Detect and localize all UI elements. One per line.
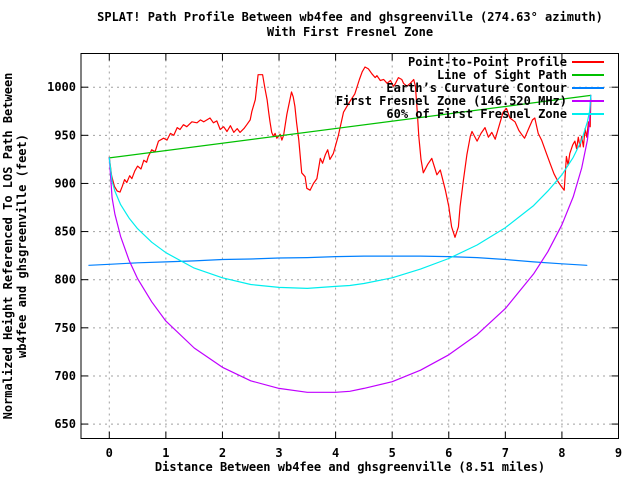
series-first-fresnel-zone [108,94,592,393]
y-tick-label: 700 [54,369,76,383]
x-tick-label: 4 [332,446,339,460]
y-axis-label-line2: wb4fee and ghsgreenville (feet) [15,134,29,358]
x-axis-label: Distance Between wb4fee and ghsgreenvill… [155,460,545,474]
legend-label-earths-curvature-contour: Earth’s Curvature Contour [386,81,567,95]
series-line-of-sight-path [108,94,592,159]
x-tick-label: 9 [615,446,622,460]
legend-label-point-to-point-profile: Point-to-Point Profile [408,55,567,69]
x-tick-label: 5 [389,446,396,460]
y-tick-label: 650 [54,417,76,431]
y-tick-label: 800 [54,273,76,287]
x-tick-label: 6 [445,446,452,460]
series-earths-curvature-contour [88,255,588,266]
plot-border [80,53,619,439]
x-tick-label: 0 [106,446,113,460]
y-tick-label: 900 [54,176,76,190]
y-tick-label: 750 [54,321,76,335]
x-tick-label: 8 [558,446,565,460]
legend-label-line-of-sight-path: Line of Sight Path [437,68,567,82]
legend-label-sixty-percent-first-fresnel-zone: 60% of First Fresnel Zone [386,107,567,121]
x-tick-label: 1 [162,446,169,460]
series-sixty-percent-first-fresnel-zone [108,94,592,289]
x-tick-label: 2 [219,446,226,460]
y-tick-label: 1000 [47,80,76,94]
y-tick-label: 850 [54,225,76,239]
y-tick-label: 950 [54,128,76,142]
y-axis-label-line1: Normalized Height Referenced To LOS Path… [1,73,15,420]
x-tick-label: 3 [275,446,282,460]
x-tick-label: 7 [502,446,509,460]
series-point-to-point-profile [108,66,592,238]
chart-title: SPLAT! Path Profile Between wb4fee and g… [97,10,603,24]
legend-label-first-fresnel-zone: First Fresnel Zone (146.520 MHz) [336,94,567,108]
chart-subtitle: With First Fresnel Zone [267,25,433,39]
